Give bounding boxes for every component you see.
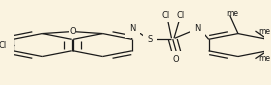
Text: me: me	[226, 9, 238, 18]
Text: me: me	[258, 27, 270, 36]
Text: Cl: Cl	[162, 11, 170, 20]
Text: Cl: Cl	[177, 11, 185, 20]
Text: N: N	[130, 24, 136, 33]
Text: N: N	[195, 24, 201, 33]
Text: S: S	[147, 35, 153, 44]
Text: H: H	[196, 20, 201, 29]
Text: H: H	[131, 20, 137, 29]
Text: Cl: Cl	[0, 41, 7, 50]
Text: O: O	[69, 27, 76, 36]
Text: O: O	[173, 55, 179, 64]
Text: me: me	[258, 54, 270, 63]
